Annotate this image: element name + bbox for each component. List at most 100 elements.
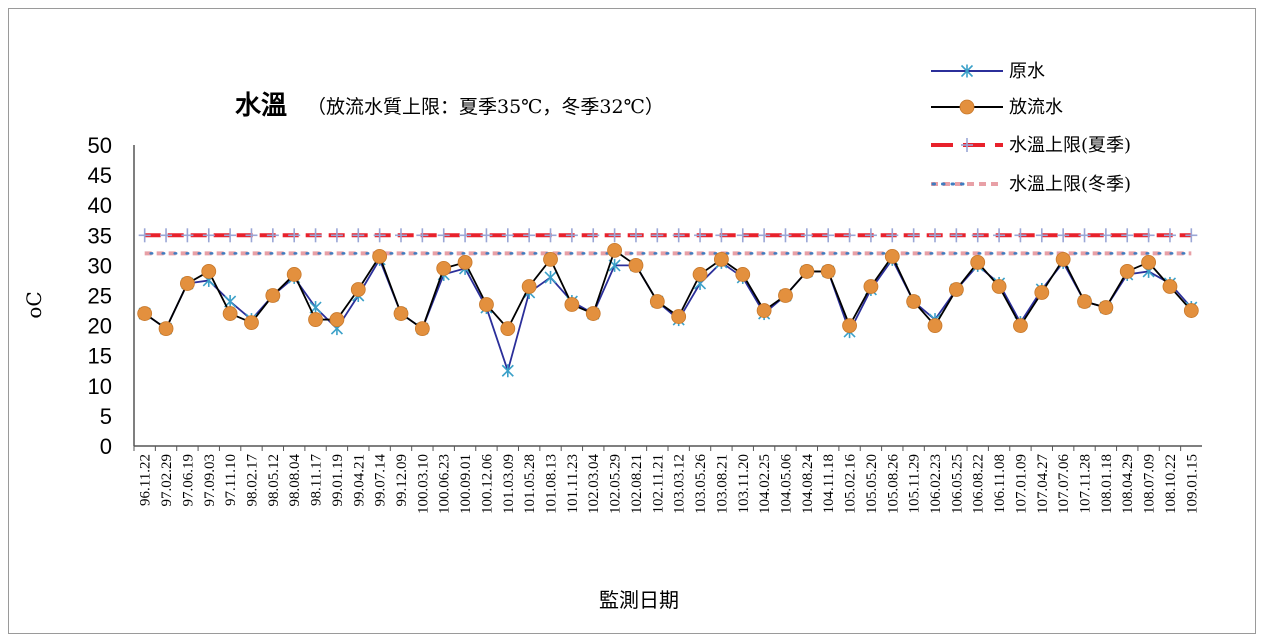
- effluent-point: [308, 312, 323, 327]
- y-tick-label: 30: [88, 253, 112, 278]
- effluent-point: [329, 312, 345, 327]
- x-tick-label: 98.08.04: [287, 454, 303, 507]
- effluent-point: [1141, 254, 1156, 270]
- effluent-point: [1013, 318, 1028, 334]
- effluent-point: [1034, 285, 1050, 300]
- x-tick-label: 103.05.26: [693, 454, 709, 515]
- x-tick-label: 105.11.29: [907, 454, 923, 513]
- summer-limit-point: [501, 228, 514, 243]
- summer-limit-point: [160, 228, 173, 243]
- x-tick-label: 98.02.17: [244, 454, 260, 507]
- summer-limit-point: [544, 228, 557, 243]
- legend-label: 水溫上限(夏季): [1009, 135, 1131, 156]
- summer-limit-point: [822, 228, 835, 243]
- summer-limit-point: [779, 228, 792, 243]
- chart-frame: 水溫 （放流水質上限：夏季35℃，冬季32℃） 0 5 10 15 20 25 30 35 40…: [8, 8, 1256, 634]
- effluent-point: [628, 257, 644, 273]
- effluent-point: [970, 254, 986, 270]
- x-tick-label: 102.11.21: [650, 454, 666, 513]
- x-tick-label: 97.11.10: [223, 454, 239, 506]
- x-tick-label: 99.12.09: [394, 454, 410, 507]
- effluent-point: [265, 288, 281, 303]
- summer-limit-point: [1099, 228, 1112, 243]
- effluent-point: [991, 279, 1007, 294]
- summer-limit-point: [459, 228, 472, 243]
- x-tick-label: 97.02.29: [159, 454, 175, 507]
- y-tick-label: 10: [88, 374, 112, 399]
- effluent-point: [820, 264, 836, 279]
- legend-marker: [961, 138, 973, 152]
- summer-limit-point: [843, 228, 856, 243]
- summer-limit-point: [629, 228, 642, 243]
- x-tick-label: 103.08.21: [714, 454, 730, 514]
- x-tick-label: 108.04.29: [1120, 454, 1136, 514]
- summer-limit-point: [886, 228, 899, 243]
- effluent-point: [479, 297, 494, 312]
- effluent-point: [1119, 264, 1135, 279]
- x-tick-label: 103.11.20: [736, 454, 752, 513]
- effluent-point: [756, 303, 772, 318]
- summer-limit-point: [437, 228, 450, 243]
- summer-limit-point: [1057, 228, 1070, 243]
- x-tick-label: 100.09.01: [458, 454, 474, 514]
- y-tick-label: 15: [88, 344, 112, 369]
- summer-limit-point: [480, 228, 493, 243]
- x-tick-label: 101.05.28: [522, 454, 538, 514]
- effluent-point: [692, 267, 708, 282]
- effluent-point: [649, 294, 665, 309]
- x-tick-label: 107.01.09: [1013, 454, 1029, 514]
- effluent-point: [799, 264, 815, 279]
- effluent-point: [414, 321, 430, 337]
- y-axis-title: oC: [22, 291, 46, 318]
- x-tick-label: 99.04.21: [351, 454, 367, 507]
- x-tick-label: 107.11.28: [1078, 454, 1094, 513]
- x-tick-label: 107.07.06: [1056, 454, 1072, 515]
- effluent-point: [585, 306, 601, 321]
- x-tick-label: 109.01.15: [1184, 454, 1200, 514]
- effluent-line: [144, 248, 1192, 331]
- effluent-point: [286, 267, 302, 282]
- x-axis-title: 監測日期: [599, 588, 679, 612]
- effluent-point: [436, 261, 452, 276]
- x-tick-label: 99.07.14: [373, 454, 389, 507]
- summer-limit-point: [971, 228, 984, 243]
- summer-limit-point: [1142, 228, 1155, 243]
- x-tick-labels: 96.11.22 97.02.29 97.06.19 97.09.03 97.11.10…: [133, 446, 1200, 515]
- x-tick-label: 98.11.17: [309, 454, 325, 506]
- summer-limit-point: [565, 228, 578, 243]
- legend-label: 水溫上限(冬季): [1009, 174, 1131, 195]
- summer-limit-point: [416, 228, 429, 243]
- effluent-point: [671, 309, 687, 324]
- raw-water-point: [501, 364, 514, 378]
- x-tick-label: 100.12.06: [479, 454, 495, 515]
- x-tick-label: 101.03.09: [501, 454, 517, 514]
- x-tick-label: 105.02.16: [843, 454, 859, 515]
- x-tick-label: 100.06.23: [437, 454, 453, 514]
- effluent-point: [201, 264, 217, 279]
- effluent-point: [735, 267, 751, 282]
- water-temperature-chart: 水溫 （放流水質上限：夏季35℃，冬季32℃） 0 5 10 15 20 25 30 35 40…: [22, 61, 1202, 612]
- series-effluent: [137, 242, 1199, 337]
- effluent-point: [714, 251, 729, 267]
- x-tick-label: 102.03.04: [586, 454, 602, 515]
- effluent-point: [457, 254, 473, 270]
- y-tick-label: 5: [100, 404, 112, 429]
- summer-limit-point: [864, 228, 877, 243]
- summer-limit-point: [608, 228, 621, 243]
- summer-limit-point: [715, 228, 728, 243]
- x-tick-label: 108.07.09: [1142, 454, 1158, 514]
- x-tick-label: 101.08.13: [544, 454, 560, 514]
- summer-limit-point: [1014, 228, 1027, 243]
- x-tick-label: 103.03.12: [672, 454, 688, 514]
- x-tick-label: 104.11.18: [821, 454, 837, 513]
- x-tick-label: 104.08.24: [800, 454, 816, 515]
- summer-limit-point: [1185, 228, 1198, 243]
- summer-limit-point: [907, 228, 920, 243]
- summer-limit-point: [1163, 228, 1176, 243]
- summer-limit-point: [929, 228, 941, 243]
- summer-limit-point: [288, 228, 301, 243]
- chart-title: 水溫: [235, 91, 287, 121]
- summer-limit-point: [181, 228, 194, 243]
- legend-item: 水溫上限(冬季): [931, 174, 1131, 195]
